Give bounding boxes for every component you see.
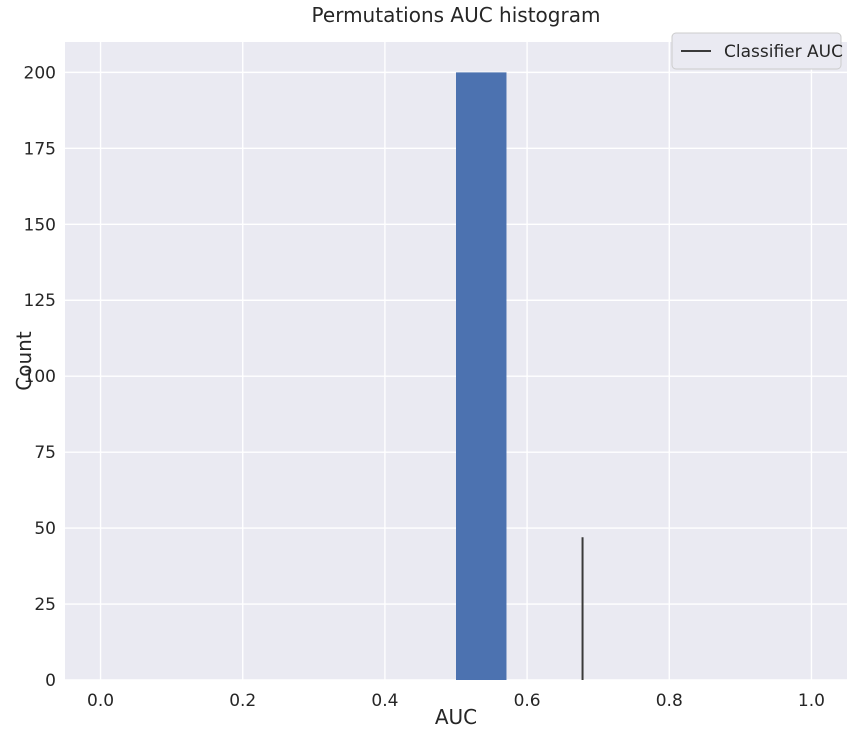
y-tick-label-1: 25	[34, 595, 56, 615]
x-tick-label-4: 0.8	[656, 691, 683, 711]
y-tick-label-7: 175	[24, 139, 56, 159]
y-tick-label-4: 100	[24, 367, 56, 387]
x-tick-label-0: 0.0	[87, 691, 114, 711]
y-tick-label-2: 50	[34, 519, 56, 539]
legend: Classifier AUC	[671, 32, 843, 70]
tick-labels: 0.0 0.2 0.4 0.6 0.8 1.0 0 25 50 75 100 125 150 175 200	[24, 63, 825, 711]
x-tick-label-5: 1.0	[798, 691, 825, 711]
x-tick-label-2: 0.4	[371, 691, 398, 711]
histogram-bar-0	[456, 72, 507, 680]
x-tick-label-1: 0.2	[229, 691, 256, 711]
y-tick-label-8: 200	[24, 63, 56, 83]
histogram-bars	[456, 72, 507, 680]
x-tick-label-3: 0.6	[514, 691, 541, 711]
y-axis-label: Count	[12, 331, 36, 391]
y-tick-label-5: 125	[24, 291, 56, 311]
x-axis-label: AUC	[435, 705, 477, 729]
y-tick-label-6: 150	[24, 215, 56, 235]
legend-entry-classifier-auc: Classifier AUC	[724, 42, 843, 62]
y-tick-label-3: 75	[34, 443, 56, 463]
legend-box	[671, 32, 842, 70]
chart-title: Permutations AUC histogram	[312, 3, 601, 27]
y-tick-label-0: 0	[45, 671, 56, 691]
